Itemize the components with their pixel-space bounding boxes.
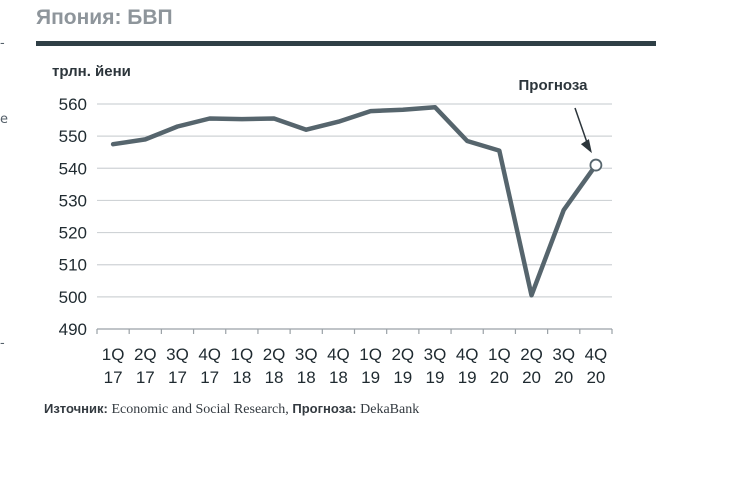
chart-title: Япония: БВП	[36, 6, 173, 29]
y-tick-label: 510	[59, 256, 87, 275]
x-tick-label: 19	[361, 368, 380, 387]
series-group	[110, 104, 603, 298]
y-tick-label: 540	[59, 159, 87, 178]
y-tick-label: 520	[59, 224, 87, 243]
x-tick-label: 4Q	[585, 345, 608, 364]
x-tick-label: 20	[522, 368, 541, 387]
x-tick-label: 19	[393, 368, 412, 387]
y-tick-label: 500	[59, 288, 87, 307]
forecast-annotation: Прогноза	[519, 77, 592, 154]
source-note: Източник: Economic and Social Research, …	[44, 401, 419, 418]
y-tick-label: 490	[59, 320, 87, 339]
x-tick-label: 18	[329, 368, 348, 387]
x-tick-label: 3Q	[552, 345, 575, 364]
x-tick-label: 18	[232, 368, 251, 387]
x-tick-label: 1Q	[488, 345, 511, 364]
y-axis: 490 500 510 520 530 540 550 560	[59, 95, 87, 339]
y-tick-label: 530	[59, 191, 87, 210]
x-tick-label: 18	[297, 368, 316, 387]
x-tick-label: 20	[490, 368, 509, 387]
y-axis-label: трлн. йени	[52, 63, 131, 80]
x-tick-label: 1Q	[359, 345, 382, 364]
x-tick-label: 2Q	[391, 345, 414, 364]
x-tick-label: 18	[265, 368, 284, 387]
x-tick-label: 17	[136, 368, 155, 387]
x-tick-label: 17	[200, 368, 219, 387]
x-tick-label: 2Q	[263, 345, 286, 364]
left-edge-mark: e	[0, 112, 8, 127]
source-label: Източник:	[44, 401, 108, 416]
x-tick-label: 17	[104, 368, 123, 387]
x-tick-label: 2Q	[134, 345, 157, 364]
source-text: Economic and Social Research,	[111, 402, 289, 417]
y-tick-label: 550	[59, 127, 87, 146]
x-tick-label: 17	[168, 368, 187, 387]
annotation-label: Прогноза	[519, 77, 589, 94]
x-tick-label: 1Q	[231, 345, 254, 364]
x-tick-label: 3Q	[295, 345, 318, 364]
x-tick-label: 19	[458, 368, 477, 387]
title-underline	[36, 41, 656, 46]
x-tick-label: 20	[554, 368, 573, 387]
x-tick-label: 2Q	[520, 345, 543, 364]
series-line	[110, 104, 599, 298]
x-axis: 1Q 17 2Q 17 3Q 17 4Q 17 1Q 18 2Q 18 3Q 18 4Q 18 1Q 19 2Q 19…	[96, 328, 613, 387]
grid-lines	[97, 103, 612, 298]
annotation-arrow-line	[574, 107, 589, 146]
forecast-label: Прогноза:	[292, 401, 357, 416]
x-tick-label: 4Q	[198, 345, 221, 364]
x-tick-label: 4Q	[456, 345, 479, 364]
x-tick-label: 19	[426, 368, 445, 387]
x-tick-label: 3Q	[424, 345, 447, 364]
x-tick-label: 1Q	[102, 345, 125, 364]
left-edge-mark: -	[0, 36, 5, 51]
annotation-arrow-head	[580, 139, 592, 154]
x-tick-label: 4Q	[327, 345, 350, 364]
forecast-point	[589, 158, 603, 172]
left-edge-mark: -	[0, 336, 5, 351]
forecast-source-text: DekaBank	[360, 402, 420, 417]
x-tick-label: 3Q	[166, 345, 189, 364]
y-tick-label: 560	[59, 95, 87, 114]
x-tick-label: 20	[586, 368, 605, 387]
